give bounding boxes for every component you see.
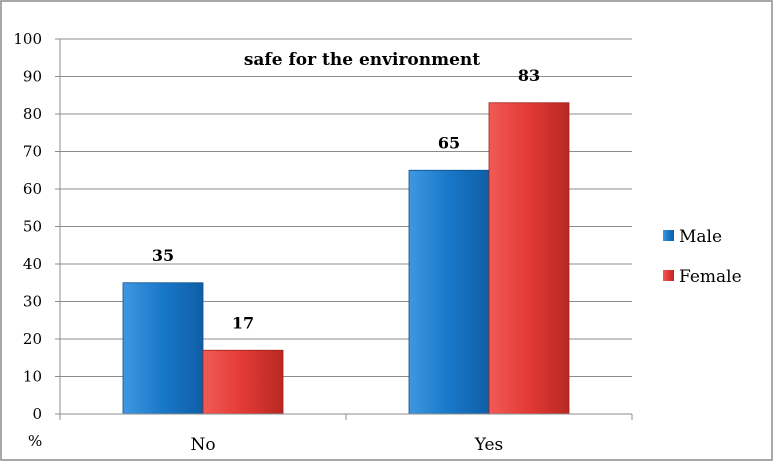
y-tick-label: 90 bbox=[23, 68, 42, 86]
x-category-label: Yes bbox=[474, 435, 504, 455]
legend-swatch-female bbox=[663, 270, 674, 281]
y-tick-label: 80 bbox=[23, 105, 42, 123]
bar-male-no bbox=[122, 282, 204, 415]
data-label: 35 bbox=[152, 246, 174, 265]
y-axis-unit-label: % bbox=[28, 432, 42, 450]
bar-male-yes bbox=[408, 169, 490, 415]
y-tick-label: 50 bbox=[23, 218, 42, 236]
x-category-label: No bbox=[190, 435, 215, 455]
legend-label-female: Female bbox=[679, 267, 742, 287]
data-label: 17 bbox=[232, 313, 254, 332]
bar-female-no bbox=[202, 349, 284, 415]
axes bbox=[55, 38, 633, 420]
y-tick-label: 10 bbox=[23, 368, 42, 386]
labels: 0 10 20 30 40 50 60 70 80 90 100 No 35 17 Yes 65 83 bbox=[13, 30, 540, 455]
data-label: 65 bbox=[438, 133, 460, 152]
y-tick-label: 100 bbox=[13, 30, 42, 48]
y-tick-label: 0 bbox=[32, 405, 42, 423]
legend-swatch-male bbox=[663, 230, 674, 241]
y-tick-label: 20 bbox=[23, 330, 42, 348]
bar-female-yes bbox=[488, 102, 570, 415]
y-tick-label: 40 bbox=[23, 255, 42, 273]
legend-label-male: Male bbox=[679, 227, 722, 247]
chart-title: safe for the environment bbox=[244, 50, 480, 70]
y-tick-label: 70 bbox=[23, 143, 42, 161]
y-tick-label: 60 bbox=[23, 180, 42, 198]
data-label: 83 bbox=[518, 66, 540, 85]
legend: Male Female bbox=[663, 227, 742, 287]
y-tick-label: 30 bbox=[23, 293, 42, 311]
